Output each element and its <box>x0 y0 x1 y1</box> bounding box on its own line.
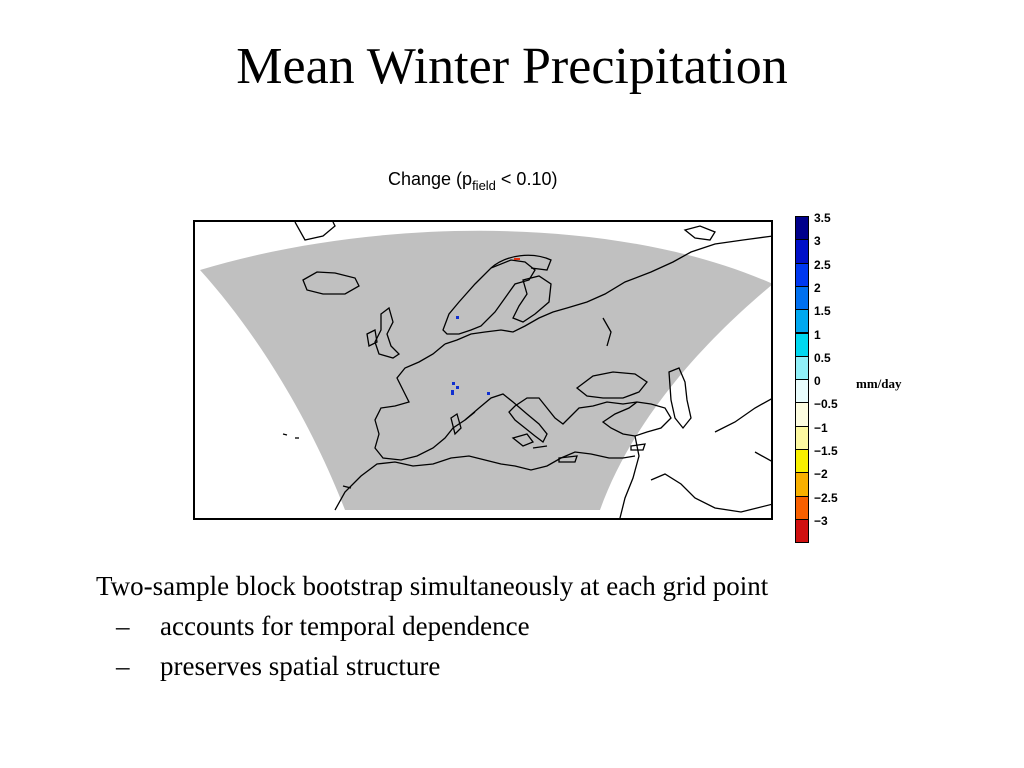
colorbar-swatch <box>795 216 809 241</box>
colorbar-swatch <box>795 425 809 450</box>
map-title: Change (pfield < 0.10) <box>388 166 557 196</box>
significant-point <box>451 390 454 395</box>
europe-map <box>200 222 771 518</box>
colorbar-swatch <box>795 332 809 357</box>
colorbar-tick-label: 0 <box>814 374 821 389</box>
colorbar-swatch <box>795 309 809 334</box>
bullet-item: – accounts for temporal dependence <box>96 606 976 646</box>
colorbar-tick-label: 2.5 <box>814 257 831 272</box>
colorbar-swatch <box>795 239 809 264</box>
colorbar-swatch <box>795 379 809 404</box>
significant-point <box>456 316 459 319</box>
colorbar-tick-label: −0.5 <box>814 397 838 412</box>
slide-title: Mean Winter Precipitation <box>236 38 788 95</box>
colorbar-tick-label: 1.5 <box>814 304 831 319</box>
body-text: Two-sample block bootstrap simultaneousl… <box>96 566 976 686</box>
colorbar-swatch <box>795 285 809 311</box>
colorbar-swatch <box>795 518 809 544</box>
map-title-prefix: Change (p <box>388 169 473 189</box>
bullet-dash: – <box>116 611 130 641</box>
colorbar-swatch <box>795 402 809 427</box>
significant-points <box>451 258 520 395</box>
bullet-text: preserves spatial structure <box>160 651 441 681</box>
colorbar-tick-label: 0.5 <box>814 350 831 365</box>
bullet-item: – preserves spatial structure <box>96 646 976 686</box>
colorbar-unit: mm/day <box>856 376 902 391</box>
colorbar-tick-label: −2.5 <box>814 490 838 505</box>
main-point: Two-sample block bootstrap simultaneousl… <box>96 571 769 601</box>
model-domain <box>200 230 771 510</box>
significant-point <box>514 258 520 260</box>
significant-point <box>456 386 459 389</box>
colorbar-tick-label: 1 <box>814 327 821 342</box>
colorbar-swatch <box>795 262 809 287</box>
colorbar-swatch <box>795 355 809 381</box>
map-title-subscript: field <box>472 178 496 193</box>
colorbar-tick-label: −2 <box>814 467 828 482</box>
significant-point <box>487 392 490 395</box>
map-panel <box>193 220 773 520</box>
bullet-dash: – <box>116 651 130 681</box>
colorbar-tick-label: −1.5 <box>814 444 838 458</box>
colorbar-tick-label: 3 <box>814 234 821 249</box>
colorbar-swatch <box>795 472 809 497</box>
coastlines <box>282 222 771 518</box>
colorbar-tick-label: −3 <box>814 513 828 528</box>
significant-point <box>452 382 455 385</box>
colorbar-swatch <box>795 495 809 520</box>
colorbar <box>795 216 809 544</box>
colorbar-tick-label: 2 <box>814 280 821 295</box>
map-title-suffix: < 0.10) <box>495 169 558 189</box>
colorbar-swatch <box>795 449 809 474</box>
colorbar-tick-label: −1 <box>814 420 828 435</box>
bullet-text: accounts for temporal dependence <box>160 611 530 641</box>
colorbar-tick-label: 3.5 <box>814 211 831 225</box>
